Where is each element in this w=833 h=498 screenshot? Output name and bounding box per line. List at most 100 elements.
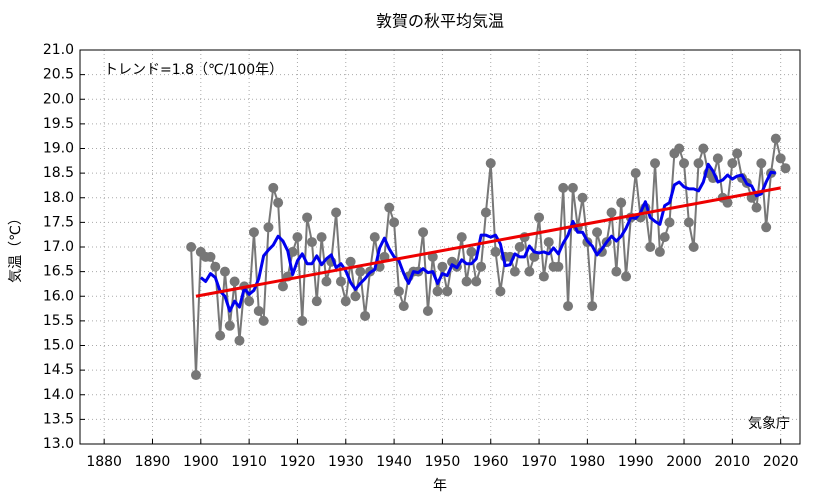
data-point [229, 276, 240, 287]
data-point [621, 271, 632, 282]
data-point [616, 197, 627, 208]
data-point [306, 237, 317, 248]
data-point [509, 266, 520, 277]
data-point [393, 286, 404, 297]
data-point [780, 163, 791, 174]
plot-frame [79, 49, 801, 445]
x-tick-label: 1950 [425, 454, 461, 470]
data-point [268, 182, 279, 193]
data-point [205, 251, 216, 262]
data-point [529, 251, 540, 262]
data-point [432, 286, 443, 297]
data-point [302, 212, 313, 223]
y-tick-label: 13.5 [43, 411, 74, 427]
x-tick-label: 1970 [521, 454, 557, 470]
data-point [712, 153, 723, 164]
data-point [592, 227, 603, 238]
x-tick-label: 1900 [183, 454, 219, 470]
data-point [219, 266, 230, 277]
y-tick-label: 15.0 [43, 338, 74, 354]
data-point [471, 276, 482, 287]
data-point [543, 237, 554, 248]
data-point [538, 271, 549, 282]
y-tick-label: 16.5 [43, 264, 74, 280]
data-point [253, 306, 264, 317]
y-tick-label: 20.5 [43, 67, 74, 83]
data-point [398, 301, 409, 312]
data-point [316, 232, 327, 243]
x-tick-label: 2010 [715, 454, 751, 470]
data-point [360, 310, 371, 321]
data-point [273, 197, 284, 208]
data-point [258, 315, 269, 326]
data-point [558, 182, 569, 193]
data-point [659, 232, 670, 243]
data-point [422, 306, 433, 317]
data-point [248, 227, 259, 238]
y-tick-label: 19.5 [43, 116, 74, 132]
data-point [770, 133, 781, 144]
data-point [577, 192, 588, 203]
data-point [485, 158, 496, 169]
data-point [587, 301, 598, 312]
data-point [567, 182, 578, 193]
chart-title: 敦賀の秋平均気温 [376, 12, 504, 31]
data-point [596, 246, 607, 257]
data-point [698, 143, 709, 154]
data-point [630, 168, 641, 179]
data-point [456, 232, 467, 243]
y-tick-label: 18.0 [43, 190, 74, 206]
data-point [461, 276, 472, 287]
data-point [679, 158, 690, 169]
data-point [732, 148, 743, 159]
y-tick-label: 20.0 [43, 91, 74, 107]
data-point [277, 281, 288, 292]
data-point [693, 158, 704, 169]
x-tick-label: 1880 [86, 454, 122, 470]
data-point [688, 242, 699, 252]
data-point [534, 212, 545, 223]
data-point [495, 286, 506, 297]
annotation: トレンド=1.8（℃/100年） [104, 62, 283, 78]
y-tick-label: 14.5 [43, 362, 74, 378]
data-point [611, 266, 622, 277]
data-point [563, 301, 574, 312]
data-point [335, 276, 346, 287]
x-tick-label: 1940 [376, 454, 412, 470]
y-tick-label: 19.0 [43, 141, 74, 157]
data-point [683, 217, 694, 228]
data-point [437, 261, 448, 272]
x-tick-label: 1890 [135, 454, 171, 470]
x-tick-label: 1930 [328, 454, 364, 470]
data-point [389, 217, 400, 228]
data-point [756, 158, 767, 169]
y-tick-label: 17.5 [43, 214, 74, 230]
data-point [606, 207, 617, 218]
data-point [190, 370, 201, 381]
data-point [355, 266, 366, 277]
data-point [263, 222, 274, 233]
data-point [292, 232, 303, 243]
data-point [331, 207, 342, 218]
x-tick-label: 2000 [666, 454, 702, 470]
y-tick-label: 16.0 [43, 288, 74, 304]
x-tick-label: 1990 [618, 454, 654, 470]
x-tick-label: 1960 [473, 454, 509, 470]
series-line [199, 162, 777, 313]
data-point [234, 335, 245, 346]
data-point [553, 261, 564, 272]
y-tick-label: 13.0 [43, 436, 74, 452]
data-point [775, 153, 786, 164]
x-tick-label: 2020 [763, 454, 799, 470]
data-point [664, 217, 675, 228]
data-point [345, 256, 356, 267]
y-tick-label: 15.5 [43, 313, 74, 329]
annotation: 気象庁 [748, 416, 790, 432]
data-point [442, 286, 453, 297]
data-point [727, 158, 738, 169]
data-point [514, 242, 525, 252]
data-point [480, 207, 491, 218]
data-point [384, 202, 395, 213]
